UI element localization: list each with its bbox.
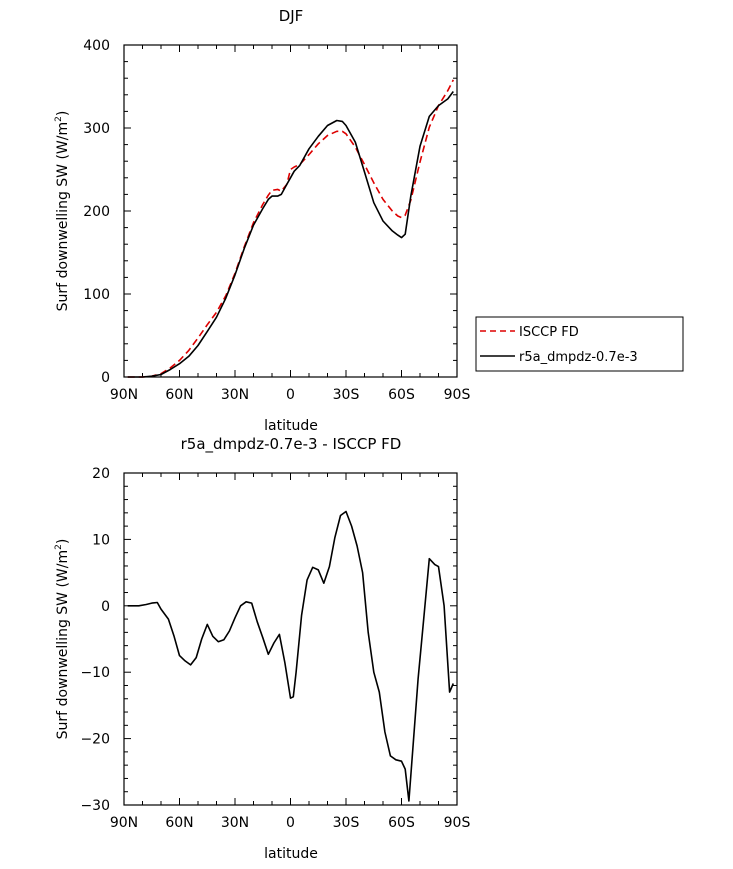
x-tick-label: 30N	[221, 815, 249, 831]
legend-label-isccp-fd: ISCCP FD	[519, 325, 579, 340]
x-tick-label: 60S	[388, 815, 415, 831]
top-y-axis-title-main: Surf downwelling SW (W/m	[55, 122, 71, 311]
series-line-0-0	[127, 79, 455, 378]
y-tick-label: 100	[83, 287, 110, 303]
bottom-y-axis-title-close: )	[55, 539, 71, 544]
x-tick-label: 0	[286, 387, 295, 403]
y-tick-label: −10	[80, 665, 110, 681]
top-y-axis-title-sup: 2	[54, 116, 64, 122]
x-tick-label: 90S	[444, 387, 471, 403]
bottom-panel-series	[127, 510, 455, 802]
top-panel-ticks: 90N 60N 30N 0 30S 60S 90S 0 100 200 300 400	[83, 38, 470, 403]
y-tick-label: 20	[92, 466, 110, 482]
x-tick-label: 0	[286, 815, 295, 831]
bottom-panel-title: r5a_dmpdz-0.7e-3 - ISCCP FD	[181, 435, 402, 454]
bottom-x-axis-title: latitude	[264, 846, 318, 862]
x-tick-label: 30N	[221, 387, 249, 403]
y-tick-label: 300	[83, 121, 110, 137]
y-tick-label: 0	[101, 599, 110, 615]
bottom-y-axis-title-sup: 2	[54, 544, 64, 550]
bottom-panel: r5a_dmpdz-0.7e-3 - ISCCP FD 90N 60N 30N 0 30…	[54, 435, 470, 862]
x-tick-label: 90N	[110, 815, 138, 831]
bottom-panel-ticks: 90N 60N 30N 0 30S 60S 90S −30 −20 −10 0 10 20	[80, 466, 470, 831]
series-line-1-0	[127, 510, 455, 802]
top-y-axis-title: Surf downwelling SW (W/m2)	[54, 111, 71, 312]
series-line-0-1	[127, 91, 454, 378]
top-panel-title: DJF	[279, 7, 304, 25]
x-tick-label: 60N	[165, 387, 193, 403]
y-tick-label: −20	[80, 732, 110, 748]
legend-box	[475, 316, 684, 372]
y-tick-label: 400	[83, 38, 110, 54]
x-tick-label: 90S	[444, 815, 471, 831]
y-tick-label: −30	[80, 798, 110, 814]
x-tick-label: 30S	[333, 815, 360, 831]
bottom-plot-frame	[123, 472, 458, 806]
y-tick-label: 0	[101, 370, 110, 386]
x-tick-label: 30S	[333, 387, 360, 403]
top-x-axis-title: latitude	[264, 418, 318, 434]
x-tick-label: 90N	[110, 387, 138, 403]
y-tick-label: 10	[92, 532, 110, 548]
bottom-y-axis-title-main: Surf downwelling SW (W/m	[55, 550, 71, 739]
legend: ISCCP FD r5a_dmpdz-0.7e-3	[475, 316, 684, 372]
y-tick-label: 200	[83, 204, 110, 220]
top-y-axis-title-close: )	[55, 111, 71, 116]
legend-label-r5a: r5a_dmpdz-0.7e-3	[519, 350, 638, 365]
top-panel-series	[127, 79, 455, 378]
x-tick-label: 60N	[165, 815, 193, 831]
x-tick-label: 60S	[388, 387, 415, 403]
top-panel: DJF 90N 60N 30N 0 30S 60S 90S 0 100 200 300 400 lat…	[54, 7, 684, 434]
bottom-y-axis-title: Surf downwelling SW (W/m2)	[54, 539, 71, 740]
